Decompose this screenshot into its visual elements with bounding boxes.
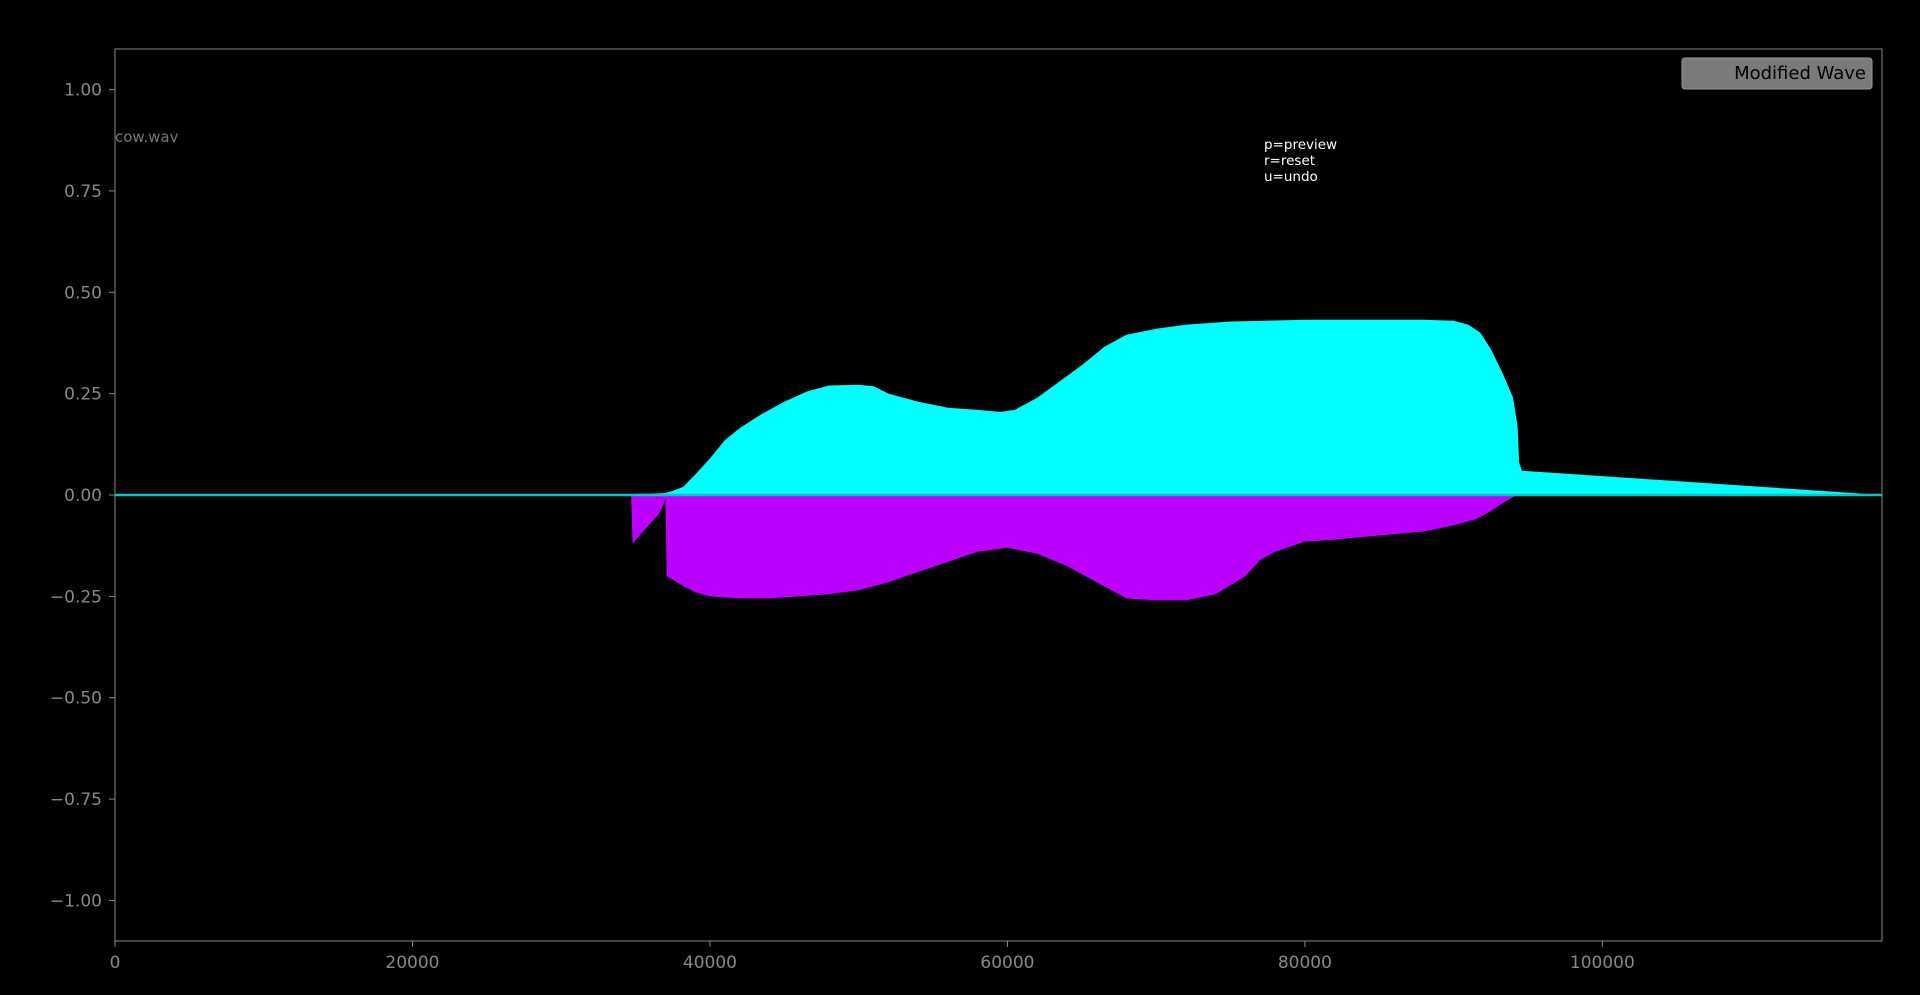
x-tick-label: 100000 bbox=[1570, 953, 1635, 973]
x-tick-label: 40000 bbox=[683, 953, 737, 973]
x-tick-label: 80000 bbox=[1278, 953, 1332, 973]
file-name-label: cow.wav bbox=[115, 128, 179, 146]
x-tick-label: 60000 bbox=[980, 953, 1034, 973]
help-line-preview: p=preview bbox=[1264, 137, 1337, 153]
help-line-reset: r=reset bbox=[1264, 153, 1315, 169]
wave-negative-fill bbox=[115, 495, 1882, 601]
y-tick-label: −1.00 bbox=[50, 891, 102, 911]
legend-box bbox=[1681, 57, 1873, 90]
keyboard-help-text: p=preview r=reset u=undo bbox=[1264, 137, 1337, 185]
y-tick-label: 0.25 bbox=[64, 385, 102, 405]
y-tick-label: 0.00 bbox=[64, 486, 102, 506]
legend-label: Modified Wave bbox=[1734, 63, 1866, 84]
x-tick-label: 0 bbox=[110, 953, 121, 973]
y-tick-label: 0.50 bbox=[64, 283, 102, 303]
wave-positive-fill bbox=[115, 319, 1882, 495]
legend-swatch bbox=[1692, 66, 1732, 80]
y-tick-label: −0.75 bbox=[50, 790, 102, 810]
y-tick-label: −0.50 bbox=[50, 689, 102, 709]
help-line-undo: u=undo bbox=[1264, 169, 1318, 185]
x-tick-label: 20000 bbox=[385, 953, 439, 973]
axes: 1.00 0.75 0.50 0.25 0.00 −0.25 −0.50 −0.75 −1.00… bbox=[50, 48, 1883, 973]
plot-area[interactable] bbox=[115, 319, 1882, 601]
legend[interactable]: Modified Wave bbox=[1681, 57, 1873, 90]
y-tick-label: 1.00 bbox=[64, 81, 102, 101]
y-tick-label: 0.75 bbox=[64, 182, 102, 202]
y-tick-label: −0.25 bbox=[50, 587, 102, 607]
